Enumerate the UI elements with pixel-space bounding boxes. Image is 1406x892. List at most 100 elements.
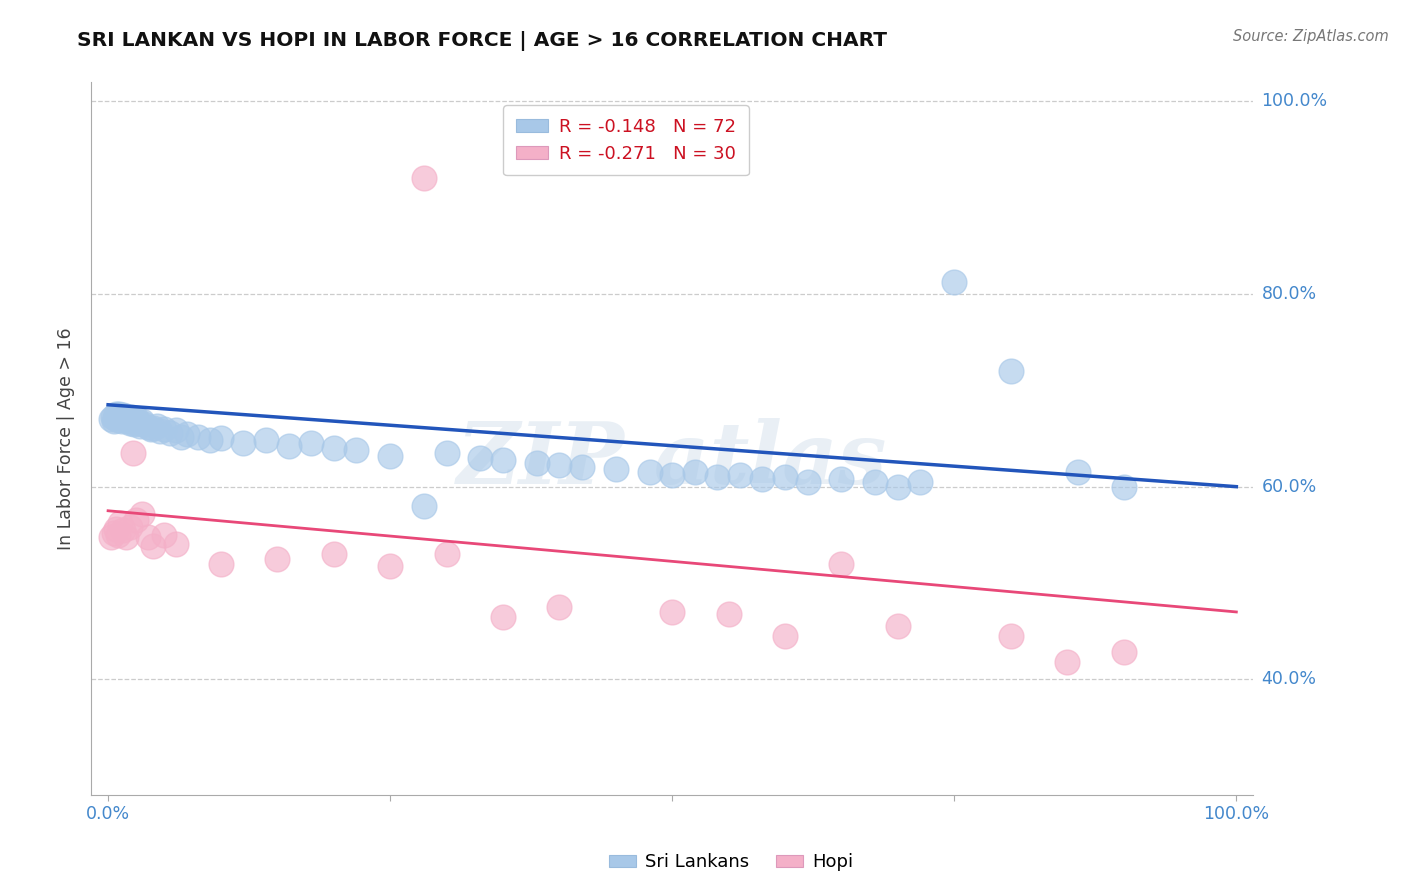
Point (122, 414, 145, 428)
Point (142, 540, 165, 554)
Point (1112, 645, 1135, 659)
Point (104, 411, 127, 425)
Point (136, 420, 159, 434)
Point (571, 460, 593, 475)
Legend: Sri Lankans, Hopi: Sri Lankans, Hopi (602, 847, 860, 879)
Text: Source: ZipAtlas.com: Source: ZipAtlas.com (1233, 29, 1389, 44)
Point (378, 449, 401, 463)
Point (103, 525, 125, 540)
Point (124, 413, 146, 427)
Text: ZIP atlas: ZIP atlas (457, 418, 887, 501)
Point (436, 547, 458, 561)
Point (101, 410, 124, 425)
Point (128, 419, 150, 434)
Point (104, 408, 127, 422)
Point (165, 423, 187, 437)
Point (209, 432, 232, 446)
Point (1000, 629, 1022, 643)
Point (111, 523, 134, 537)
Point (830, 557, 852, 571)
Point (139, 422, 162, 436)
Point (100, 412, 122, 426)
Point (115, 530, 138, 544)
Text: SRI LANKAN VS HOPI IN LABOR FORCE | AGE > 16 CORRELATION CHART: SRI LANKAN VS HOPI IN LABOR FORCE | AGE … (77, 31, 887, 51)
Point (436, 446, 458, 460)
Point (117, 414, 139, 428)
Point (706, 470, 728, 484)
Point (605, 462, 627, 476)
Point (115, 413, 138, 427)
Point (103, 414, 125, 428)
Point (170, 429, 193, 443)
Point (1056, 655, 1078, 669)
Point (111, 409, 134, 423)
Point (134, 417, 156, 431)
Point (131, 507, 153, 521)
Text: 80.0%: 80.0% (1261, 285, 1317, 303)
Point (125, 411, 148, 425)
Point (128, 416, 150, 430)
Point (121, 412, 143, 426)
Point (344, 443, 367, 458)
Point (1112, 480, 1135, 494)
Point (322, 441, 344, 455)
Point (717, 607, 740, 621)
Point (865, 475, 887, 489)
Point (1000, 364, 1022, 378)
Point (100, 530, 122, 544)
Point (661, 605, 683, 619)
Point (118, 520, 141, 534)
Point (322, 547, 344, 561)
Point (773, 629, 796, 643)
Text: 60.0%: 60.0% (1261, 478, 1317, 496)
Point (661, 468, 683, 483)
Point (120, 410, 142, 425)
Point (887, 480, 910, 494)
Point (638, 465, 661, 479)
Point (142, 421, 165, 435)
Point (165, 537, 187, 551)
Point (413, 499, 436, 513)
Point (773, 470, 796, 484)
Legend: R = -0.148   N = 72, R = -0.271   N = 30: R = -0.148 N = 72, R = -0.271 N = 30 (503, 105, 748, 176)
Point (232, 436, 254, 450)
Point (548, 458, 571, 473)
Point (112, 411, 135, 425)
Point (108, 408, 131, 422)
Point (796, 475, 818, 489)
Point (277, 439, 299, 453)
Point (107, 413, 129, 427)
Point (910, 475, 932, 489)
Point (125, 513, 148, 527)
Point (751, 472, 773, 486)
Point (159, 425, 181, 440)
Point (105, 409, 128, 424)
Point (470, 450, 492, 465)
Point (266, 552, 288, 566)
Point (149, 424, 172, 438)
Point (117, 412, 139, 426)
Point (176, 426, 198, 441)
Point (110, 410, 132, 425)
Point (728, 468, 751, 483)
Point (145, 419, 167, 434)
Point (110, 414, 132, 428)
Point (153, 528, 176, 542)
Point (492, 609, 515, 624)
Text: 100.0%: 100.0% (1261, 92, 1327, 111)
Point (378, 558, 401, 573)
Point (683, 465, 706, 479)
Point (118, 416, 141, 430)
Point (107, 528, 129, 542)
Point (122, 417, 145, 431)
Point (943, 276, 966, 290)
Point (492, 452, 515, 467)
Point (299, 436, 322, 450)
Point (122, 446, 145, 460)
Point (110, 516, 132, 531)
Point (104, 522, 127, 536)
Point (114, 409, 136, 424)
Text: 40.0%: 40.0% (1261, 671, 1316, 689)
Point (136, 530, 159, 544)
Point (209, 557, 232, 571)
